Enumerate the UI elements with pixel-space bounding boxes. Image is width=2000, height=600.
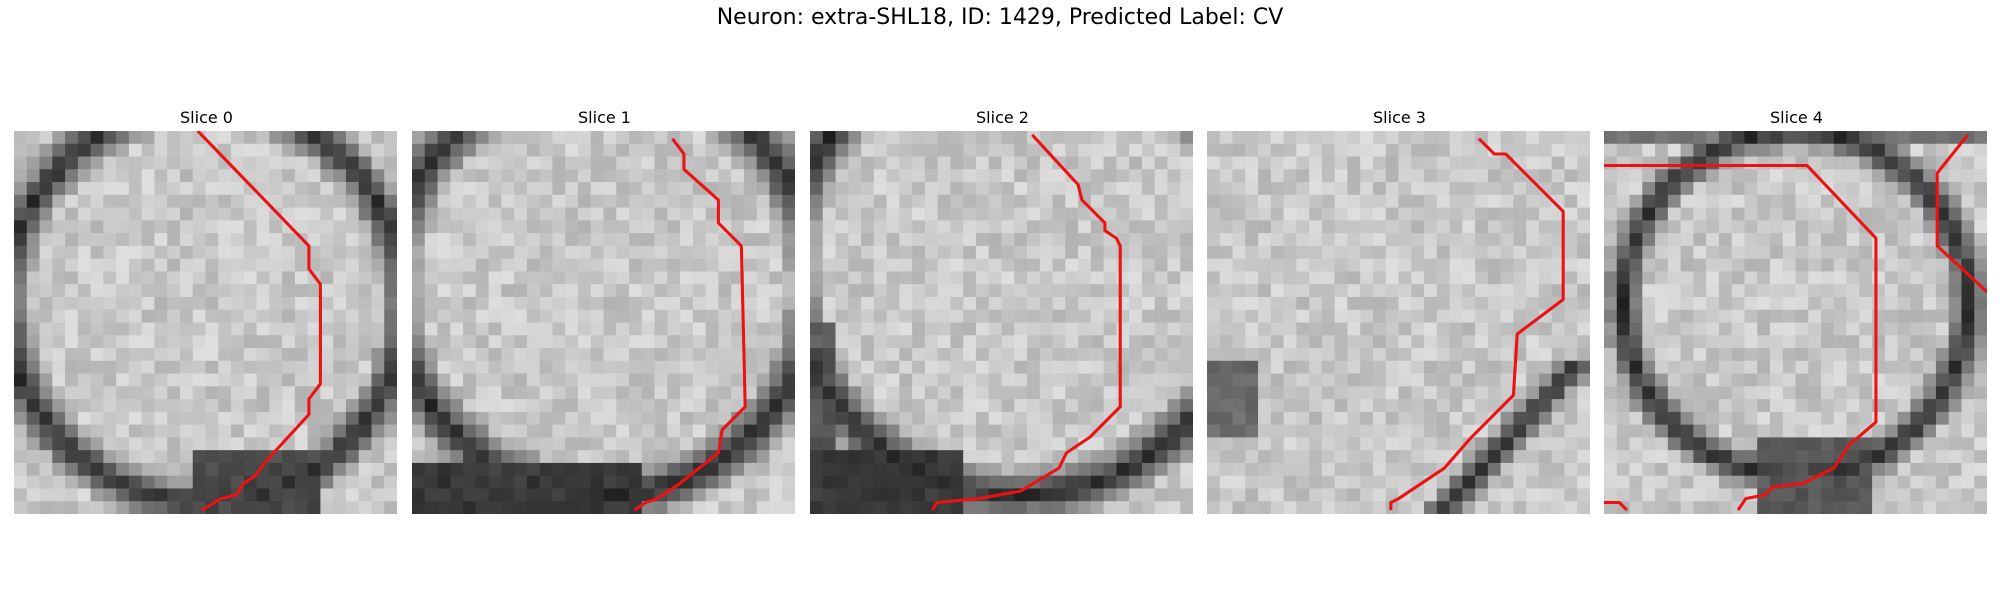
pixel-texture [1604,131,1987,514]
pixel-texture [14,131,397,514]
slice-image [810,131,1193,514]
figure-title: Neuron: extra-SHL18, ID: 1429, Predicted… [0,5,2000,30]
slice-title: Slice 4 [1604,105,1989,131]
slice-title: Slice 1 [412,105,797,131]
slice-title: Slice 2 [810,105,1195,131]
slice-panel-0: Slice 0 [14,105,399,514]
slice-panel-1: Slice 1 [412,105,797,514]
pixel-texture [412,131,795,514]
slice-image [1604,131,1987,514]
slice-title: Slice 3 [1207,105,1592,131]
pixel-texture [810,131,1193,514]
slice-image [14,131,397,514]
slice-panel-2: Slice 2 [810,105,1195,514]
slice-panel-3: Slice 3 [1207,105,1592,514]
slice-image [1207,131,1590,514]
slice-title: Slice 0 [14,105,399,131]
slice-image [412,131,795,514]
slice-panel-4: Slice 4 [1604,105,1989,514]
